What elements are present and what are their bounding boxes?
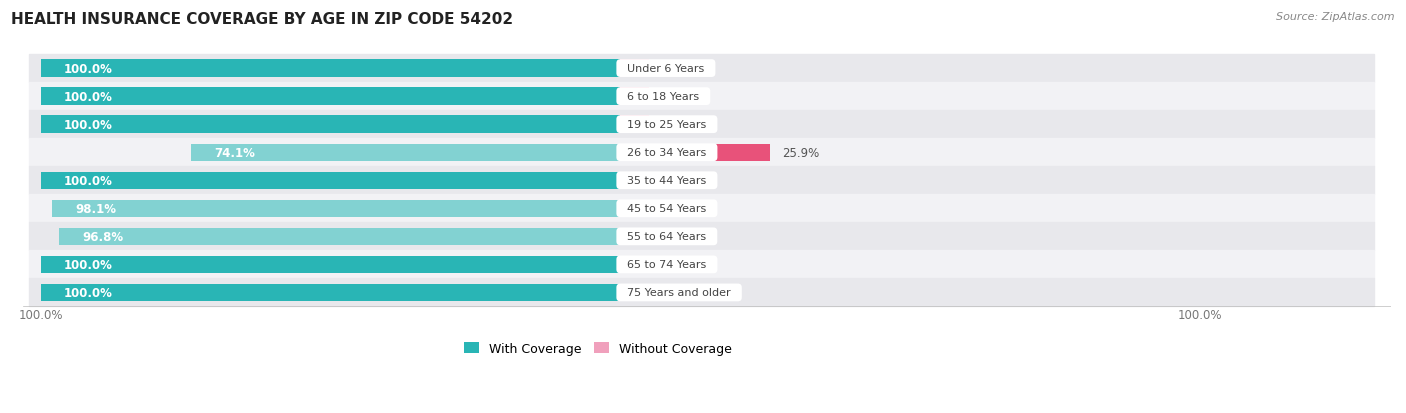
- Text: 26 to 34 Years: 26 to 34 Years: [620, 148, 713, 158]
- Text: 2.0%: 2.0%: [661, 202, 690, 215]
- Bar: [620, 228, 638, 245]
- Text: 100.0%: 100.0%: [63, 286, 112, 299]
- Bar: [30, 195, 1374, 223]
- Bar: [41, 284, 620, 301]
- Text: 100.0%: 100.0%: [63, 174, 112, 188]
- Text: 100.0%: 100.0%: [63, 258, 112, 271]
- Bar: [30, 139, 1374, 167]
- Text: 100.0%: 100.0%: [63, 62, 112, 76]
- Bar: [30, 55, 1374, 83]
- Bar: [30, 251, 1374, 279]
- Bar: [30, 111, 1374, 139]
- Bar: [30, 167, 1374, 195]
- Text: 6 to 18 Years: 6 to 18 Years: [620, 92, 706, 102]
- Bar: [41, 116, 620, 133]
- Text: 55 to 64 Years: 55 to 64 Years: [620, 232, 713, 242]
- Bar: [620, 256, 650, 273]
- Bar: [52, 200, 620, 218]
- Text: 0.0%: 0.0%: [661, 286, 690, 299]
- Text: 0.0%: 0.0%: [661, 119, 690, 131]
- Bar: [30, 83, 1374, 111]
- Text: 75 Years and older: 75 Years and older: [620, 288, 738, 298]
- Text: 45 to 54 Years: 45 to 54 Years: [620, 204, 713, 214]
- Bar: [30, 223, 1374, 251]
- Bar: [41, 256, 620, 273]
- Bar: [620, 60, 650, 78]
- Bar: [41, 88, 620, 106]
- Bar: [620, 172, 650, 190]
- Text: 98.1%: 98.1%: [75, 202, 115, 215]
- Text: 100.0%: 100.0%: [18, 308, 63, 321]
- Text: 25.9%: 25.9%: [782, 146, 820, 159]
- Text: 0.0%: 0.0%: [661, 174, 690, 188]
- Text: 100.0%: 100.0%: [63, 90, 112, 103]
- Text: 96.8%: 96.8%: [83, 230, 124, 243]
- Text: Source: ZipAtlas.com: Source: ZipAtlas.com: [1277, 12, 1395, 22]
- Bar: [191, 144, 620, 161]
- Text: 0.0%: 0.0%: [661, 90, 690, 103]
- Bar: [620, 116, 650, 133]
- Text: HEALTH INSURANCE COVERAGE BY AGE IN ZIP CODE 54202: HEALTH INSURANCE COVERAGE BY AGE IN ZIP …: [11, 12, 513, 27]
- Text: 0.0%: 0.0%: [661, 62, 690, 76]
- Bar: [41, 172, 620, 190]
- Bar: [59, 228, 620, 245]
- Bar: [30, 279, 1374, 307]
- Legend: With Coverage, Without Coverage: With Coverage, Without Coverage: [458, 337, 737, 360]
- Text: 65 to 74 Years: 65 to 74 Years: [620, 260, 713, 270]
- Text: 19 to 25 Years: 19 to 25 Years: [620, 120, 713, 130]
- Bar: [620, 200, 631, 218]
- Bar: [620, 284, 650, 301]
- Text: 100.0%: 100.0%: [1177, 308, 1222, 321]
- Text: Under 6 Years: Under 6 Years: [620, 64, 711, 74]
- Bar: [620, 144, 770, 161]
- Text: 0.0%: 0.0%: [661, 258, 690, 271]
- Text: 74.1%: 74.1%: [214, 146, 254, 159]
- Bar: [620, 88, 650, 106]
- Text: 3.2%: 3.2%: [661, 230, 690, 243]
- Bar: [41, 60, 620, 78]
- Text: 35 to 44 Years: 35 to 44 Years: [620, 176, 713, 186]
- Text: 100.0%: 100.0%: [63, 119, 112, 131]
